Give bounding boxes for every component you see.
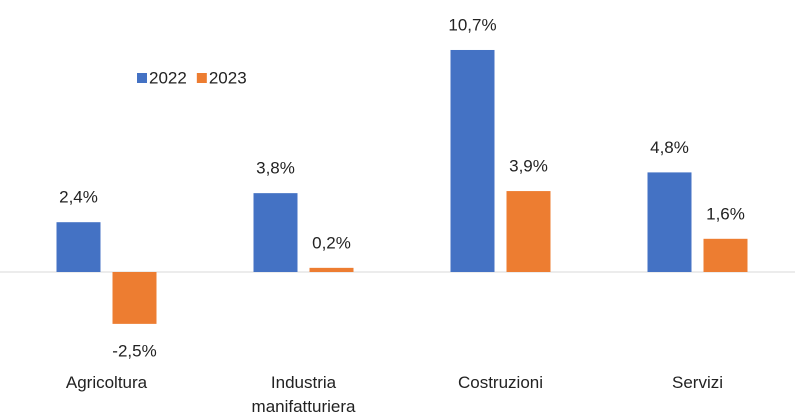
bar xyxy=(647,172,692,272)
bar xyxy=(253,193,298,272)
legend-swatch xyxy=(196,73,207,83)
value-label: 0,2% xyxy=(312,233,351,252)
value-label: 1,6% xyxy=(706,204,745,223)
bar xyxy=(112,272,157,324)
x-tick-label: Agricoltura xyxy=(65,373,148,392)
bar xyxy=(703,238,748,272)
value-label: -2,5% xyxy=(112,341,156,360)
legend-label: 2023 xyxy=(209,68,247,87)
x-tick-label: Industria manifatturiera xyxy=(251,373,356,416)
bar xyxy=(56,222,101,272)
legend-swatch xyxy=(137,73,147,83)
bar xyxy=(309,267,354,272)
value-label: 3,9% xyxy=(509,157,548,176)
value-label: 10,7% xyxy=(448,15,496,34)
legend-label: 2022 xyxy=(149,68,187,87)
bar xyxy=(506,191,551,272)
x-tick-label: Servizi xyxy=(671,373,723,392)
bar xyxy=(450,49,495,272)
value-label: 3,8% xyxy=(256,159,295,178)
value-label: 2,4% xyxy=(59,188,98,207)
x-tick-label: Costruzioni xyxy=(457,373,544,392)
value-label: 4,8% xyxy=(650,138,689,157)
